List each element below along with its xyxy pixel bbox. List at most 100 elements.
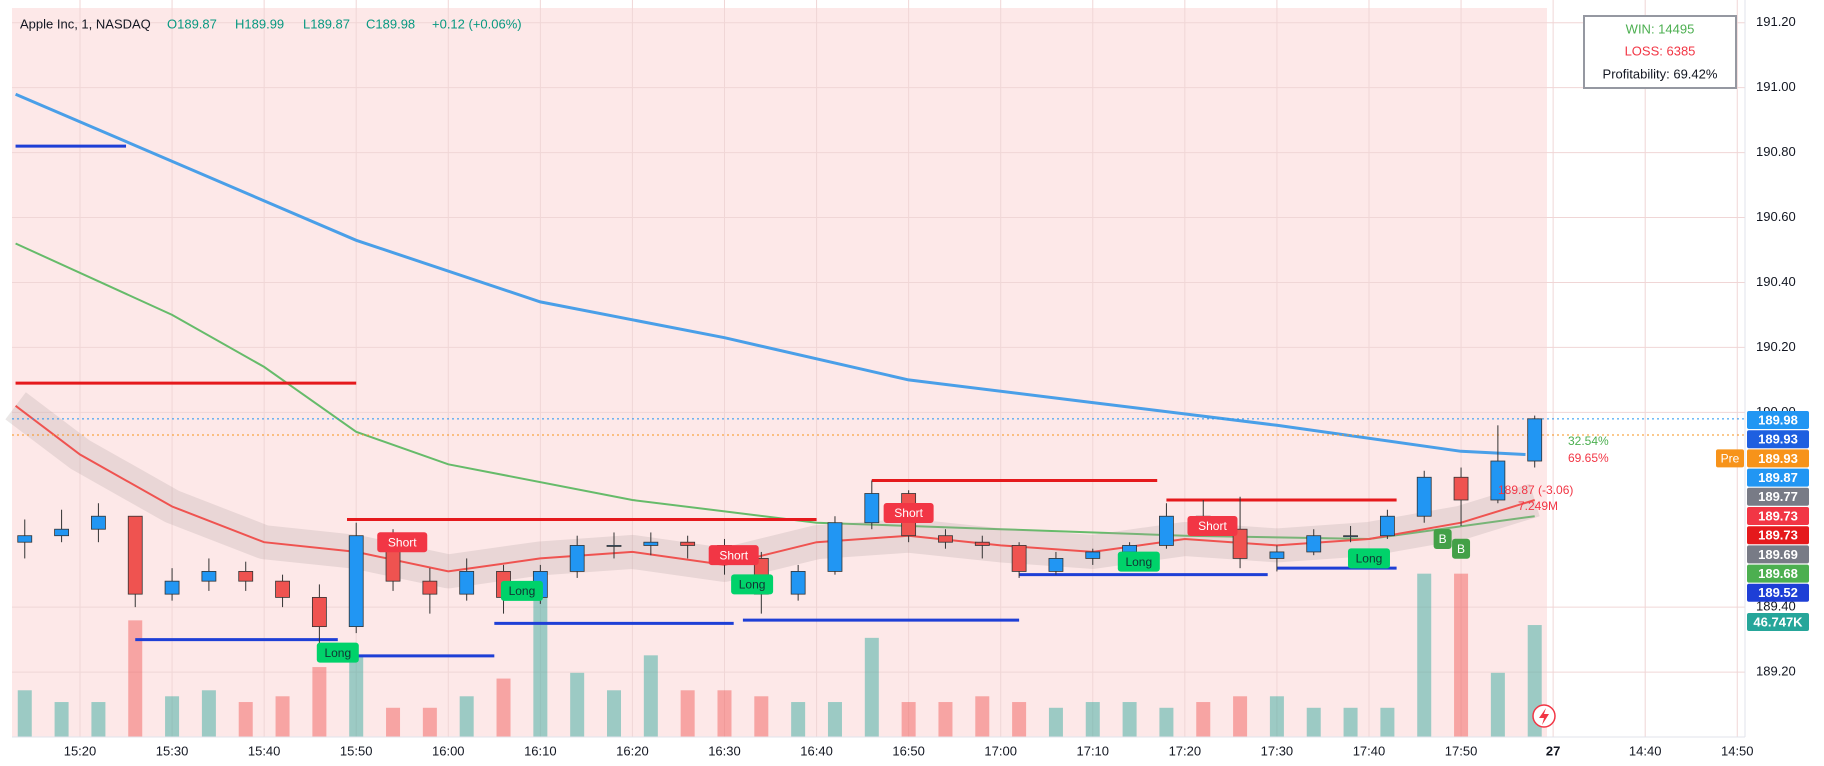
- volume-bar: [570, 672, 585, 737]
- signal-label: Long: [324, 646, 351, 660]
- price-tag-label: 189.87: [1758, 470, 1798, 485]
- candle-body: [201, 571, 217, 582]
- price-tag-label: 189.73: [1758, 528, 1798, 543]
- candle-body: [1379, 515, 1395, 537]
- candle-body: [974, 541, 990, 546]
- last-change: 189.87 (-3.06): [1498, 483, 1573, 497]
- signal-label: Long: [1125, 555, 1152, 569]
- candle-body: [127, 515, 143, 595]
- volume-note: 7.249M: [1518, 499, 1558, 513]
- signal-label: Short: [719, 548, 748, 562]
- moving-averages: [5, 92, 1540, 589]
- candle-body: [1011, 545, 1027, 572]
- volume-bar: [1306, 707, 1321, 737]
- signal-box: [1187, 515, 1238, 536]
- levels: [12, 144, 1745, 658]
- plot-background: [12, 8, 1547, 737]
- x-tick-label: 15:20: [64, 743, 97, 758]
- volume-bar: [1269, 696, 1284, 737]
- signal-label: Short: [388, 535, 417, 549]
- volume-bar: [1048, 707, 1063, 737]
- y-tick-label: 191.00: [1756, 79, 1796, 94]
- candle-body: [569, 545, 585, 572]
- volume-bar: [496, 678, 511, 737]
- axes: 15:20 15:30 15:40 15:50 16:00 16:10 16:20 16:30…: [64, 14, 1796, 758]
- candle-body: [275, 580, 290, 598]
- candle-body: [1159, 515, 1174, 546]
- candle-body: [54, 528, 69, 537]
- signal-label: Short: [1198, 519, 1227, 533]
- ohlc-low: L189.87: [303, 16, 350, 31]
- volume-bar: [754, 696, 769, 737]
- volume-bar: [643, 655, 658, 737]
- x-tick-label: 16:40: [800, 743, 833, 758]
- signal-box: [708, 545, 759, 566]
- x-tick-label: 17:40: [1353, 743, 1386, 758]
- candle-body: [164, 580, 180, 595]
- candle-body: [348, 535, 364, 628]
- candle-body: [238, 571, 254, 582]
- candle-body: [1048, 558, 1064, 572]
- signal-label: Long: [739, 578, 766, 592]
- signal-box: [316, 642, 359, 663]
- y-tick-label: 189.20: [1756, 664, 1796, 679]
- grid: [12, 0, 1745, 737]
- y-tick-label: 190.80: [1756, 144, 1796, 159]
- price-tag: [1747, 487, 1809, 506]
- signal-label: B: [1439, 532, 1447, 546]
- price-tag-label: 189.68: [1758, 566, 1798, 581]
- x-tick-label: 15:30: [156, 743, 189, 758]
- volume-bar: [386, 707, 401, 737]
- volume-bar: [312, 667, 327, 737]
- price-tag: [1747, 526, 1809, 545]
- volume-bar: [459, 696, 474, 737]
- signal-box: [731, 574, 774, 595]
- price-tags: 189.98 189.93 189.93 Pre 189.87 189.77 189.73 1…: [1716, 411, 1809, 631]
- x-tick-label: 15:50: [340, 743, 373, 758]
- volume-bar: [791, 702, 806, 737]
- candle-body: [311, 596, 327, 628]
- signal-label: B: [1457, 542, 1465, 556]
- x-tick-label: 15:40: [248, 743, 281, 758]
- volume-bar: [349, 655, 364, 737]
- candle-body: [1232, 528, 1248, 559]
- volume-bar: [533, 597, 548, 737]
- moving-average: [15, 92, 1526, 456]
- volume-bar: [1233, 696, 1248, 737]
- ohlc-close: C189.98: [366, 16, 415, 31]
- volume-bar: [1012, 702, 1027, 737]
- volume-bar: [1490, 672, 1505, 737]
- volume-bar: [201, 690, 216, 737]
- candle-body: [680, 541, 696, 546]
- price-tag: [1747, 507, 1809, 525]
- volume-bar: [128, 620, 143, 737]
- volume-bar: [938, 702, 953, 737]
- price-tag: [1747, 613, 1809, 631]
- x-tick-label: 17:10: [1076, 743, 1109, 758]
- signal-box: [377, 532, 428, 553]
- volume-bar: [1380, 707, 1395, 737]
- y-tick-label: 190.20: [1756, 339, 1796, 354]
- pct-down: 69.65%: [1568, 451, 1609, 465]
- x-tick-label: 17:50: [1445, 743, 1478, 758]
- volume-bar: [827, 702, 842, 737]
- x-tick-label: 14:40: [1629, 743, 1662, 758]
- volume-bar: [1454, 573, 1469, 737]
- volume-bar: [864, 637, 879, 737]
- y-tick-label: 189.40: [1756, 599, 1796, 614]
- volume-bar: [717, 690, 732, 737]
- y-tick-label: 190.40: [1756, 274, 1796, 289]
- volume-bar: [1417, 573, 1432, 737]
- volume-bar: [422, 707, 437, 737]
- price-tag-label: 189.52: [1758, 585, 1798, 600]
- volume-bar: [91, 702, 106, 737]
- volume-bar: [607, 690, 622, 737]
- x-tick-label: 17:30: [1261, 743, 1294, 758]
- y-tick-label: 191.20: [1756, 14, 1796, 29]
- alert-bolt: [1539, 708, 1549, 725]
- price-tag: [1747, 468, 1809, 487]
- price-tag: [1747, 430, 1809, 449]
- price-tag-prefix-label: Pre: [1721, 452, 1740, 466]
